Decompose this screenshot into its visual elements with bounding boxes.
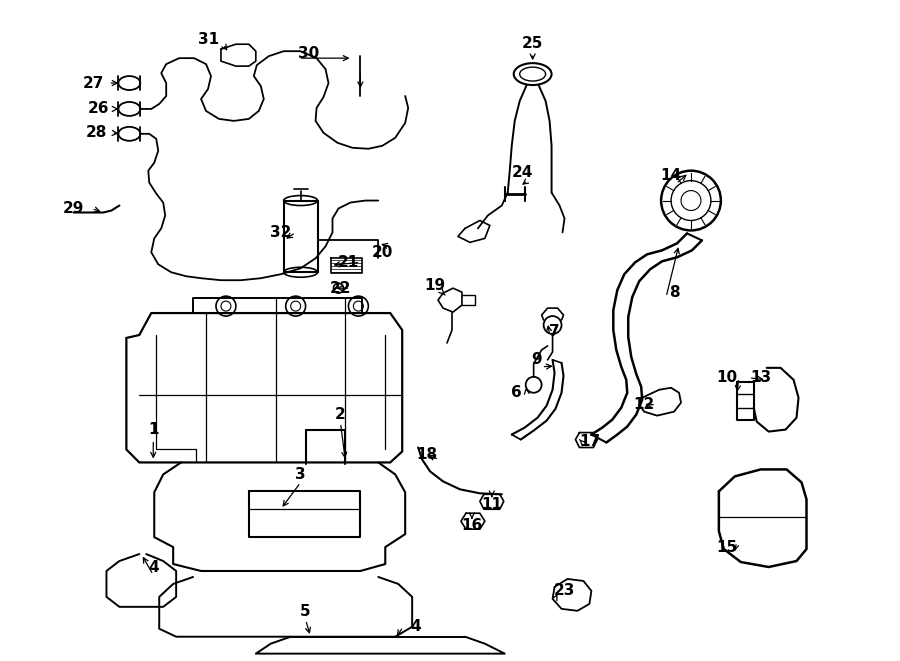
Text: 25: 25 [522,36,544,51]
Text: 27: 27 [83,75,104,91]
Text: 19: 19 [425,278,446,293]
Text: 29: 29 [63,201,85,216]
Text: 28: 28 [86,126,107,140]
Text: 11: 11 [482,497,502,512]
Text: 1: 1 [148,422,158,437]
Text: 23: 23 [554,584,575,598]
Text: 14: 14 [661,168,681,183]
Text: 8: 8 [669,285,680,299]
Text: 5: 5 [301,604,310,619]
Text: 17: 17 [579,434,600,449]
Text: 32: 32 [270,225,292,240]
Text: 16: 16 [462,518,482,533]
Text: 4: 4 [148,559,158,574]
Text: 22: 22 [329,281,351,295]
Text: 31: 31 [199,32,220,47]
Text: 2: 2 [335,407,346,422]
Text: 4: 4 [410,619,420,635]
Text: 9: 9 [531,352,542,368]
Text: 7: 7 [549,325,560,340]
Text: 30: 30 [298,46,320,61]
Text: 21: 21 [338,254,359,270]
Text: 20: 20 [372,245,393,260]
Text: 6: 6 [511,385,522,401]
Text: 3: 3 [295,467,306,482]
Text: 24: 24 [512,165,534,180]
Text: 13: 13 [750,370,771,385]
Text: 18: 18 [417,447,437,462]
Text: 10: 10 [716,370,737,385]
Text: 26: 26 [87,101,109,116]
Text: 15: 15 [716,539,737,555]
Text: 12: 12 [634,397,655,412]
Bar [284,200,318,272]
